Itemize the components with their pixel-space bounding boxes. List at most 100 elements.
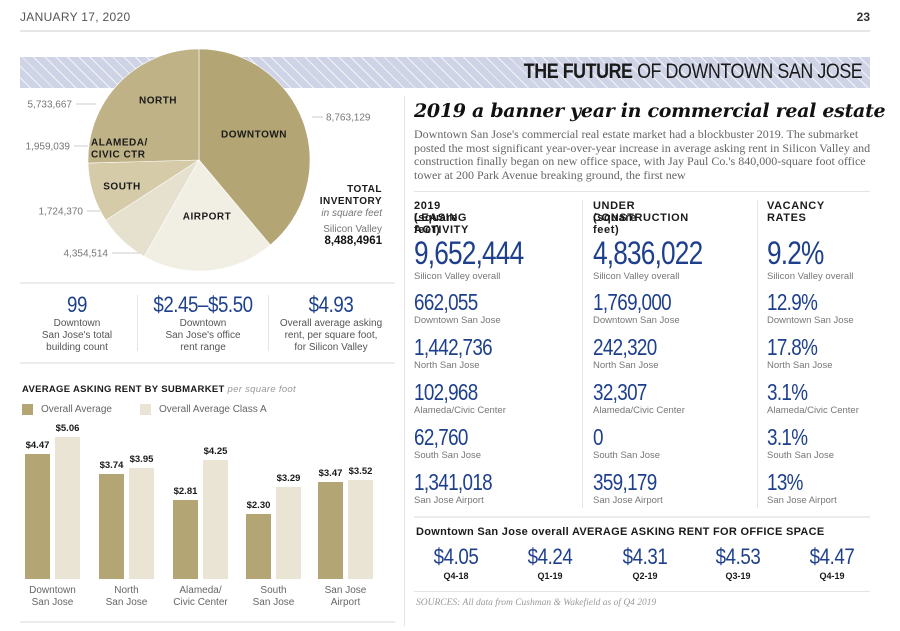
rent-trend-heading-bold: AVERAGE ASKING RENT FOR OFFICE SPACE bbox=[571, 526, 825, 538]
bar-category-line: Civic Center bbox=[173, 597, 228, 608]
quarter-label: Q2-19 bbox=[632, 571, 658, 581]
pie-category-label: DOWNTOWN bbox=[221, 130, 287, 141]
pie-value-label: 4,354,514 bbox=[64, 249, 109, 260]
stat-figure: 32,307 bbox=[593, 379, 647, 405]
legend-swatch-overall bbox=[22, 404, 33, 415]
pie-total-block: TOTAL INVENTORY in square feet Silicon V… bbox=[320, 184, 382, 248]
stat-figure-label: San Jose Airport bbox=[767, 495, 837, 506]
stat-value: 99 bbox=[67, 292, 87, 317]
issue-date: JANUARY 17, 2020 bbox=[20, 10, 131, 24]
bar-category-line: San Jose bbox=[324, 585, 367, 596]
stat-figure: 4,836,022 bbox=[593, 235, 703, 271]
legend-label-overall: Overall Average bbox=[41, 404, 112, 415]
sources-note: SOURCES: All data from Cushman & Wakefie… bbox=[416, 598, 657, 608]
column-heading: VACANCY bbox=[767, 200, 825, 212]
stat-figure: 17.8% bbox=[767, 334, 818, 360]
sources-divider bbox=[414, 591, 870, 592]
stat-building-count: 99 Downtown San Jose's total building co… bbox=[22, 292, 132, 354]
column-heading: 2019 LEASING ACTIVITY bbox=[414, 200, 469, 236]
legend-label-class-a: Overall Average Class A bbox=[158, 404, 267, 415]
stat-figure-label: South San Jose bbox=[414, 450, 482, 461]
stat-figure: 1,769,000 bbox=[593, 289, 672, 315]
pie-value-label: 8,763,129 bbox=[326, 113, 371, 124]
section-title-rest: OF DOWNTOWN SAN JOSE bbox=[632, 60, 863, 83]
stat-figure: 3.1% bbox=[767, 379, 808, 405]
stat-figure-label: Downtown San Jose bbox=[414, 315, 501, 326]
stat-figure-label: Downtown San Jose bbox=[593, 315, 680, 326]
quarter-rent-value: $4.05 bbox=[433, 544, 479, 569]
bar-value-label: $4.47 bbox=[25, 439, 50, 451]
stat-figure: 9,652,444 bbox=[414, 235, 524, 271]
pie-title-line1: TOTAL bbox=[347, 184, 382, 195]
quarter-label: Q1-19 bbox=[537, 571, 563, 581]
pie-total-label: Silicon Valley bbox=[323, 224, 382, 235]
bar-overall bbox=[173, 500, 198, 579]
bar-category-line: Downtown bbox=[29, 585, 76, 596]
stat-value: $4.93 bbox=[308, 292, 354, 317]
stat-figure-label: Silicon Valley overall bbox=[414, 271, 501, 282]
bar-class-a bbox=[348, 480, 373, 579]
bar-category-line: San Jose bbox=[31, 597, 74, 608]
quarter-rent-value: $4.47 bbox=[809, 544, 855, 569]
pie-category-label: CIVIC CTR bbox=[91, 150, 146, 161]
bar-value-label: $4.25 bbox=[203, 445, 228, 457]
bar-value-label: $3.74 bbox=[99, 460, 124, 472]
pie-title-unit: in square feet bbox=[321, 208, 382, 219]
column-heading: UNDER CONSTRUCTION bbox=[593, 200, 689, 224]
stat-figure-label: Alameda/Civic Center bbox=[414, 405, 506, 416]
bar-category-line: Alameda/ bbox=[179, 585, 222, 596]
stat-figure: 102,968 bbox=[414, 379, 478, 405]
stat-value: $2.45–$5.50 bbox=[153, 292, 253, 317]
stat-desc-line: rent range bbox=[180, 342, 226, 353]
stat-figure-label: South San Jose bbox=[767, 450, 835, 461]
stat-figure-label: San Jose Airport bbox=[414, 495, 484, 506]
pie-slice-north bbox=[87, 48, 200, 164]
article-headline: 2019 a banner year in commercial real es… bbox=[414, 100, 886, 122]
bar-chart-title: AVERAGE ASKING RENT BY SUBMARKET per squ… bbox=[22, 384, 296, 395]
section-title: THE FUTURE OF DOWNTOWN SAN JOSE bbox=[523, 60, 862, 84]
stat-figure-label: North San Jose bbox=[593, 360, 659, 371]
bar-value-label: $5.06 bbox=[55, 423, 80, 434]
bar-value-label: $3.95 bbox=[129, 454, 154, 466]
bar-category-label: Downtown San Jose bbox=[13, 585, 93, 609]
quarter-label: Q4-19 bbox=[819, 571, 845, 581]
bar-category-label: San Jose Airport bbox=[306, 585, 386, 609]
stat-figure: 0 bbox=[593, 424, 603, 450]
stat-figure: 13% bbox=[767, 469, 803, 495]
stat-figure-label: North San Jose bbox=[414, 360, 480, 371]
stat-figure: 242,320 bbox=[593, 334, 657, 360]
stats-top-divider bbox=[20, 282, 395, 284]
stats-separator bbox=[137, 295, 138, 351]
bar-category-line: North bbox=[114, 585, 139, 596]
stat-desc-line: San Jose's office bbox=[165, 330, 241, 341]
header-divider bbox=[20, 30, 870, 32]
pie-title-line2: INVENTORY bbox=[319, 196, 382, 207]
stat-desc-line: Overall average asking bbox=[279, 318, 383, 329]
pie-value-label: 1,724,370 bbox=[39, 207, 84, 218]
bar-overall bbox=[25, 453, 50, 579]
legend-swatch-class-a bbox=[139, 404, 151, 415]
stats-bottom-divider bbox=[20, 362, 395, 364]
bar-value-label: $3.29 bbox=[276, 472, 301, 484]
bar-class-a bbox=[55, 437, 80, 579]
stat-desc-line: building count bbox=[46, 342, 108, 353]
stat-figure: 9.2% bbox=[767, 235, 824, 271]
article-lede: Downtown San Jose's commercial real esta… bbox=[414, 127, 871, 182]
column-heading: (square feet) bbox=[593, 212, 637, 236]
pie-total-value: 8,488,4961 bbox=[324, 235, 382, 247]
stat-desc-line: for Silicon Valley bbox=[294, 342, 368, 353]
stat-figure: 62,760 bbox=[414, 424, 468, 450]
stat-figure-label: San Jose Airport bbox=[593, 495, 663, 506]
stat-figure-label: Downtown San Jose bbox=[767, 315, 854, 326]
stat-figure: 1,341,018 bbox=[414, 469, 493, 495]
quarter-label: Q3-19 bbox=[725, 571, 751, 581]
pie-slice-downtown bbox=[198, 48, 311, 246]
column-divider bbox=[404, 96, 405, 626]
stat-figure-label: Alameda/Civic Center bbox=[593, 405, 685, 416]
stat-figure: 359,179 bbox=[593, 469, 657, 495]
bar-overall bbox=[99, 474, 124, 579]
pie-category-label: NORTH bbox=[139, 96, 177, 107]
stat-desc-line: Downtown bbox=[53, 318, 101, 329]
bar-category-line: Airport bbox=[330, 597, 361, 608]
rent-trend-heading-normal: Downtown San Jose overall bbox=[416, 526, 572, 538]
